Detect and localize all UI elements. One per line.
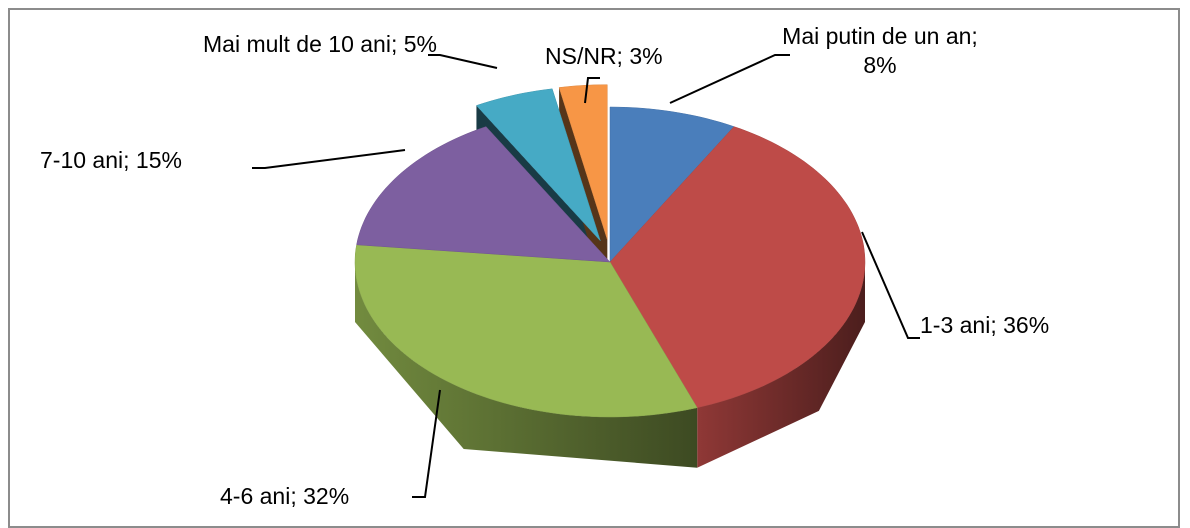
slice (609, 106, 735, 263)
leader-line (861, 231, 920, 339)
leader-line (584, 77, 600, 104)
data-label: Mai putin de un an; 8% (782, 23, 978, 78)
leader-line (428, 54, 498, 69)
data-label: NS/NR; 3% (545, 43, 663, 69)
slice (558, 84, 608, 240)
slice-side (697, 262, 865, 468)
leader-line (412, 389, 441, 498)
slice (354, 244, 698, 418)
slice (609, 126, 866, 408)
data-label: Mai mult de 10 ani; 5% (203, 31, 437, 57)
slice (475, 88, 601, 242)
leader-line (669, 54, 790, 104)
data-label: 1-3 ani; 36% (920, 312, 1050, 338)
data-label: 4-6 ani; 32% (220, 483, 350, 509)
data-label: 7-10 ani; 15% (40, 147, 182, 173)
slice-side (355, 262, 698, 468)
slice (356, 126, 611, 263)
leader-line (252, 149, 406, 169)
